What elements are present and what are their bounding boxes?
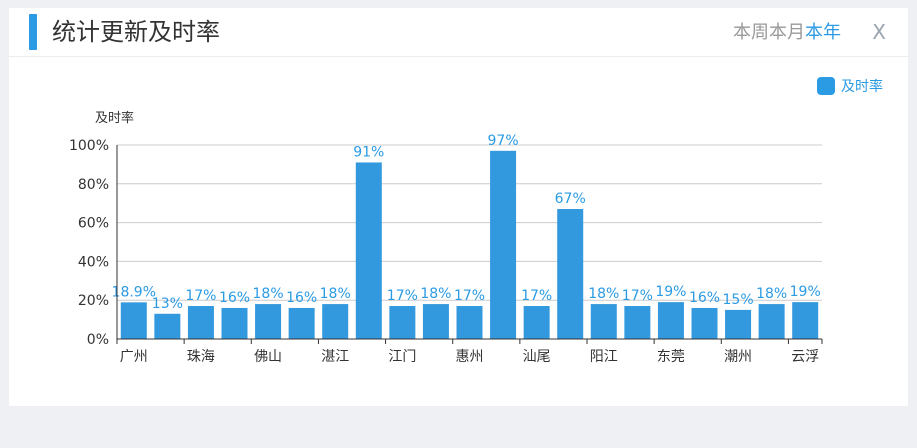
header-divider [9, 56, 908, 57]
y-tick-label: 60% [78, 216, 109, 232]
period-tabs: 本周本月本年 [733, 21, 841, 45]
bar[interactable] [490, 150, 517, 339]
title-accent-bar [29, 14, 37, 50]
bar[interactable] [288, 307, 315, 339]
chart-legend[interactable]: 及时率 [817, 76, 883, 96]
bar-value-label: 91% [353, 144, 384, 160]
bar[interactable] [758, 304, 785, 339]
bar[interactable] [590, 304, 617, 339]
bar-value-label: 67% [555, 191, 586, 207]
bar-chart: 及时率 18.9%13% 17% 16% 18% 16% 18%91%17% 18% 17%9… [69, 110, 823, 365]
x-tick-label: 阳江 [590, 349, 618, 365]
x-tick-label: 湛江 [321, 349, 349, 365]
y-tick-label: 80% [78, 177, 109, 193]
x-tick-label: 珠海 [187, 349, 215, 365]
bar-value-label: 16% [219, 290, 250, 306]
bar-value-label: 17% [622, 288, 653, 304]
legend-label: 及时率 [841, 79, 883, 95]
bar-value-label: 13% [152, 296, 183, 312]
bar[interactable] [187, 306, 214, 339]
bar[interactable] [120, 302, 147, 339]
bar[interactable] [322, 304, 349, 339]
y-axis-title: 及时率 [95, 110, 134, 126]
bar-value-label: 18.9% [112, 284, 156, 300]
bar-value-label: 16% [286, 290, 317, 306]
bar-value-label: 18% [756, 286, 787, 302]
bar-value-label: 17% [387, 288, 418, 304]
card-title: 统计更新及时率 [52, 18, 220, 46]
bar[interactable] [255, 304, 282, 339]
bar-value-label: 18% [420, 286, 451, 302]
bar[interactable] [725, 309, 752, 339]
y-tick-label: 20% [78, 293, 109, 309]
bar[interactable] [154, 313, 181, 339]
bar[interactable] [792, 302, 819, 339]
x-tick-label: 东莞 [657, 349, 685, 365]
bar-value-label: 17% [454, 288, 485, 304]
bar-value-label: 18% [320, 286, 351, 302]
y-tick-label: 40% [78, 254, 109, 270]
bar-value-label: 19% [790, 284, 821, 300]
y-tick-label: 0% [87, 332, 109, 348]
tab-month[interactable]: 本月 [769, 22, 805, 43]
close-icon[interactable]: X [872, 20, 886, 44]
bar-value-label: 17% [521, 288, 552, 304]
bar[interactable] [422, 304, 449, 339]
bar-value-label: 19% [655, 284, 686, 300]
bar[interactable] [389, 306, 416, 339]
x-tick-label: 江门 [388, 349, 416, 365]
x-tick-label: 云浮 [791, 349, 819, 365]
x-tick-label: 佛山 [254, 349, 282, 365]
bar-value-label: 16% [689, 290, 720, 306]
bar[interactable] [657, 302, 684, 339]
bar-value-label: 17% [185, 288, 216, 304]
bar[interactable] [691, 307, 718, 339]
y-tick-label: 100% [69, 138, 109, 154]
bar-value-label: 18% [253, 286, 284, 302]
bar-value-label: 18% [588, 286, 619, 302]
bar[interactable] [523, 306, 550, 339]
tab-year[interactable]: 本年 [805, 22, 841, 43]
tab-week[interactable]: 本周 [733, 22, 769, 43]
legend-swatch [817, 77, 835, 95]
x-tick-label: 潮州 [724, 349, 752, 365]
bar[interactable] [355, 162, 382, 339]
bar[interactable] [557, 209, 584, 339]
x-tick-label: 惠州 [456, 349, 484, 365]
bar-value-label: 97% [488, 133, 519, 149]
bar[interactable] [456, 306, 483, 339]
bar-value-label: 15% [723, 292, 754, 308]
x-tick-label: 汕尾 [523, 349, 551, 365]
bar[interactable] [221, 307, 248, 339]
x-tick-label: 广州 [120, 349, 148, 365]
bar[interactable] [624, 306, 651, 339]
stats-card: 统计更新及时率 本周本月本年 X 及时率 及时率 18.9% 13% 17% 16% 1… [9, 8, 908, 406]
